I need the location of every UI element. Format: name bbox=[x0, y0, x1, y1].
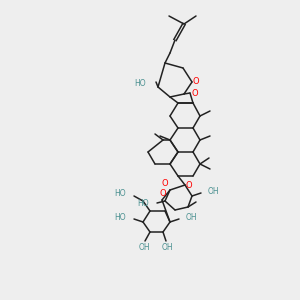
Text: O: O bbox=[193, 76, 199, 85]
Text: OH: OH bbox=[138, 244, 150, 253]
Text: O: O bbox=[162, 178, 168, 188]
Text: OH: OH bbox=[186, 214, 198, 223]
Text: O: O bbox=[186, 181, 192, 190]
Text: HO: HO bbox=[114, 214, 126, 223]
Text: O: O bbox=[160, 190, 166, 199]
Text: HO: HO bbox=[114, 188, 126, 197]
Text: O: O bbox=[192, 88, 198, 98]
Text: HO: HO bbox=[137, 199, 149, 208]
Text: HO: HO bbox=[134, 80, 146, 88]
Text: OH: OH bbox=[208, 188, 220, 196]
Text: OH: OH bbox=[161, 244, 173, 253]
